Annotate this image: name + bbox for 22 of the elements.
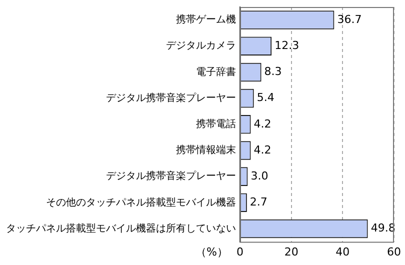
y-tick-label: タッチパネル搭載型モバイル機器は所有していない [6, 222, 236, 234]
y-tick-label: デジタル携帯音楽プレーヤー [106, 170, 236, 182]
x-tick-label: 60 [387, 245, 401, 258]
x-tick-label: 20 [284, 245, 298, 258]
x-tick-label: 40 [336, 245, 350, 258]
data-label: 8.3 [264, 65, 282, 78]
data-label: 12.3 [274, 38, 300, 52]
data-label: 5.4 [256, 91, 274, 104]
x-tick-label: 0 [236, 245, 244, 258]
data-label: 4.2 [254, 143, 272, 156]
y-tick-label: 携帯電話 [196, 118, 236, 130]
data-label: 3.0 [250, 169, 268, 182]
x-axis-title: （%） [196, 246, 228, 259]
y-tick-label: デジタル携帯音楽プレーヤー [106, 92, 236, 104]
data-label: 4.2 [254, 117, 272, 130]
y-tick-label: その他のタッチパネル搭載型モバイル機器 [46, 196, 236, 208]
y-tick-label: デジタルカメラ [166, 40, 236, 52]
data-label: 36.7 [337, 12, 362, 26]
y-tick-label: 携帯ゲーム機 [176, 14, 236, 26]
y-tick-label: 電子辞書 [196, 66, 236, 78]
data-label: 2.7 [250, 196, 268, 209]
y-tick-label: 携帯情報端末 [176, 144, 236, 156]
